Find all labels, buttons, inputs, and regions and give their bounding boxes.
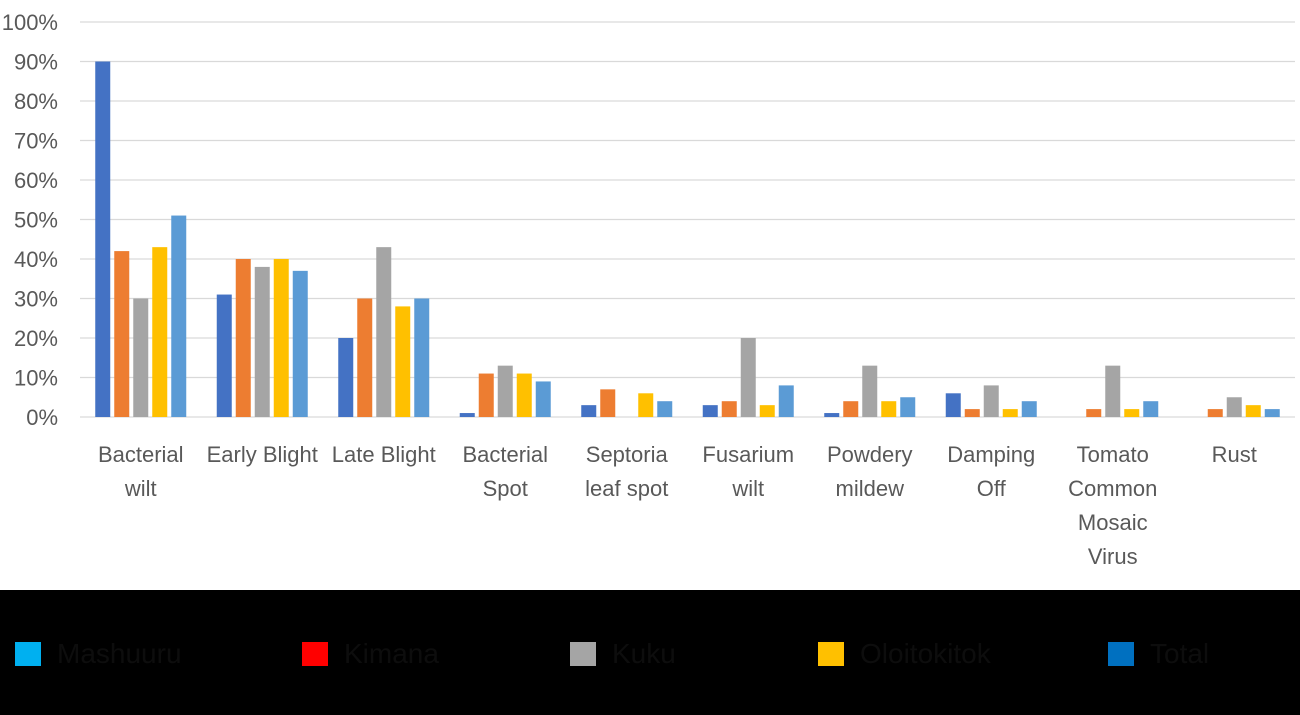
bar [778, 385, 794, 417]
y-tick-label: 10% [14, 366, 58, 391]
bar [881, 401, 897, 417]
bar [702, 405, 718, 417]
bar [1143, 401, 1159, 417]
bar [376, 247, 392, 417]
x-tick-label: Bacterial Spot [462, 442, 548, 501]
bar [843, 401, 859, 417]
bar [535, 381, 551, 417]
bar [862, 365, 878, 417]
bar [964, 409, 980, 417]
bar [273, 259, 289, 417]
x-tick-label: Bacterial wilt [98, 442, 184, 501]
bar [824, 413, 840, 417]
bar [338, 338, 354, 417]
bar-chart: 0% 10% 20% 30% 40% 50% 60% 70% 80% 90% 100% Bacter… [2, 10, 1295, 569]
bar [1245, 405, 1261, 417]
x-axis-ticks: Bacterial wilt Early Blight Late Blight Bact… [98, 442, 1257, 569]
legend-swatch [818, 642, 844, 666]
y-tick-label: 50% [14, 208, 58, 233]
bar [945, 393, 961, 417]
bar [171, 215, 187, 417]
y-tick-label: 30% [14, 287, 58, 312]
bar [254, 266, 270, 417]
legend-label: Mashuuru [57, 638, 182, 669]
bar [1086, 409, 1102, 417]
bar [721, 401, 737, 417]
bars [95, 61, 1280, 417]
legend-swatch [570, 642, 596, 666]
legend-label: Total [1150, 638, 1210, 669]
x-tick-label: Late Blight [332, 442, 436, 467]
bar [1105, 365, 1121, 417]
bar [478, 373, 494, 417]
y-tick-label: 0% [26, 405, 58, 430]
bar [1021, 401, 1037, 417]
bar [95, 61, 111, 417]
bar [759, 405, 775, 417]
bar [414, 298, 430, 417]
y-tick-label: 80% [14, 89, 58, 114]
x-tick-label: Damping Off [947, 442, 1035, 501]
x-tick-label: Tomato Common Mosaic Virus [1068, 442, 1157, 569]
bar [292, 270, 308, 417]
bar [133, 298, 149, 417]
x-tick-label: Powdery mildew [827, 442, 913, 501]
y-tick-label: 40% [14, 247, 58, 272]
legend-swatch [15, 642, 41, 666]
bar [900, 397, 916, 417]
bar [581, 405, 597, 417]
bar [1264, 409, 1280, 417]
bar [497, 365, 513, 417]
legend-label: Oloitokitok [860, 638, 991, 669]
bar [235, 259, 251, 417]
bar [114, 251, 130, 417]
bar [357, 298, 373, 417]
legend-label: Kuku [612, 638, 676, 669]
bar [1124, 409, 1140, 417]
bar [395, 306, 411, 417]
x-tick-label: Fusarium wilt [702, 442, 794, 501]
bar [657, 401, 673, 417]
bar [1226, 397, 1242, 417]
bar [1002, 409, 1018, 417]
legend-swatch [302, 642, 328, 666]
x-tick-label: Early Blight [207, 442, 318, 467]
bar [516, 373, 532, 417]
y-tick-label: 90% [14, 50, 58, 75]
y-axis-ticks: 0% 10% 20% 30% 40% 50% 60% 70% 80% 90% 100% [2, 10, 58, 430]
bar [1207, 409, 1223, 417]
y-tick-label: 60% [14, 168, 58, 193]
legend [0, 590, 1300, 715]
y-tick-label: 20% [14, 326, 58, 351]
y-tick-label: 70% [14, 129, 58, 154]
legend-label: Kimana [344, 638, 439, 669]
bar [600, 389, 616, 417]
bar [740, 338, 756, 417]
bar [216, 294, 232, 417]
bar [459, 413, 475, 417]
legend-swatch [1108, 642, 1134, 666]
x-tick-label: Rust [1212, 442, 1257, 467]
bar [638, 393, 654, 417]
x-tick-label: Septoria leaf spot [585, 442, 668, 501]
bar [983, 385, 999, 417]
y-tick-label: 100% [2, 10, 58, 35]
bar [152, 247, 168, 417]
